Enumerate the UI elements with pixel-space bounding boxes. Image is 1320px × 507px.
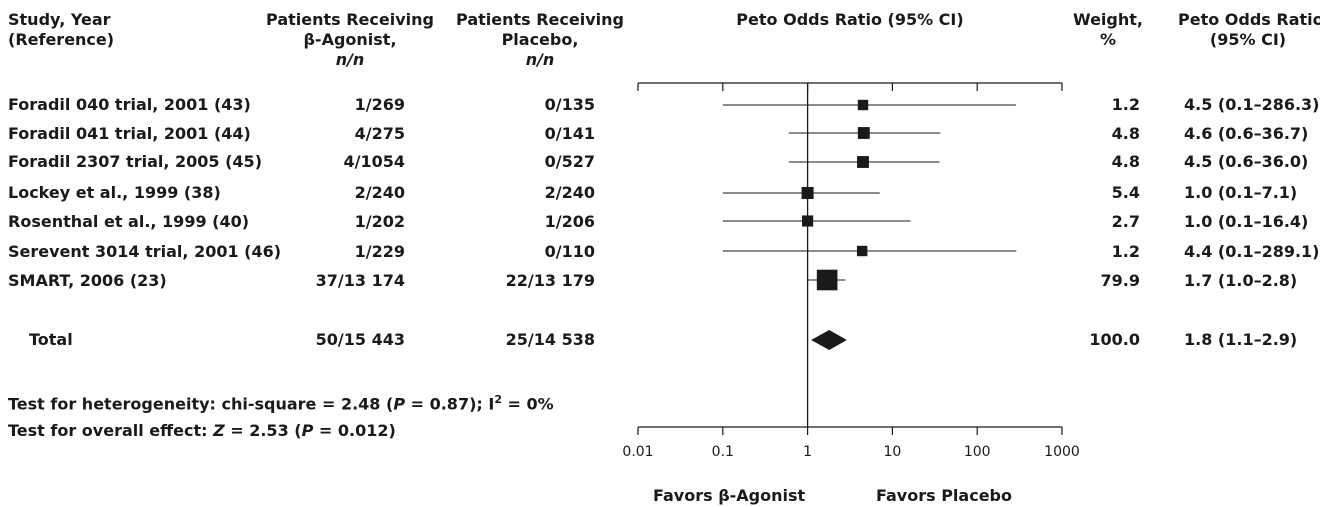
beta-count: 1/229 xyxy=(354,242,405,261)
weight-value: 79.9 xyxy=(1100,271,1140,290)
overall-effect-test: Test for overall effect: Z = 2.53 (P = 0… xyxy=(8,421,396,441)
header-weight-line2: % xyxy=(1099,30,1117,49)
placebo-count: 1/206 xyxy=(544,212,595,231)
study-name: Foradil 040 trial, 2001 (43) xyxy=(8,95,251,114)
placebo-count: 0/110 xyxy=(544,242,595,261)
header-placebo-line3: n/n xyxy=(525,50,555,69)
header-placebo: Patients Receiving Placebo, n/n xyxy=(450,10,630,70)
pooled-diamond xyxy=(811,330,847,350)
header-study-line2: (Reference) xyxy=(8,30,115,49)
heterogeneity-post: = 0% xyxy=(501,394,554,414)
total-placebo: 25/14 538 xyxy=(505,330,595,349)
total-weight: 100.0 xyxy=(1089,330,1140,349)
ci-value: 4.5 (0.6–36.0) xyxy=(1184,152,1309,171)
ci-value: 4.4 (0.1–289.1) xyxy=(1184,242,1320,261)
heterogeneity-pre: Test for heterogeneity: chi-square = 2.4… xyxy=(8,394,394,414)
study-point xyxy=(856,245,868,257)
total-beta: 50/15 443 xyxy=(315,330,405,349)
study-name: Foradil 041 trial, 2001 (44) xyxy=(8,124,251,143)
header-beta: Patients Receiving β-Agonist, n/n xyxy=(260,10,440,70)
placebo-count: 22/13 179 xyxy=(505,271,595,290)
placebo-count: 2/240 xyxy=(544,183,595,202)
header-placebo-line2: Placebo, xyxy=(501,30,579,49)
header-placebo-line1: Patients Receiving xyxy=(456,10,624,29)
header-study-line1: Study, Year xyxy=(8,10,111,29)
study-name: Lockey et al., 1999 (38) xyxy=(8,183,221,202)
weight-value: 1.2 xyxy=(1111,95,1140,114)
header-weight: Weight, % xyxy=(1068,10,1148,50)
beta-count: 4/275 xyxy=(354,124,405,143)
weight-value: 4.8 xyxy=(1111,124,1140,143)
ci-value: 4.5 (0.1–286.3) xyxy=(1184,95,1320,114)
beta-count: 37/13 174 xyxy=(315,271,405,290)
favors-placebo: Favors Placebo xyxy=(876,486,1012,505)
header-beta-line1: Patients Receiving xyxy=(266,10,434,29)
ci-value: 1.7 (1.0–2.8) xyxy=(1184,271,1298,290)
study-point xyxy=(801,186,814,200)
study-point xyxy=(816,269,838,291)
overall-pre: Test for overall effect: xyxy=(8,421,214,440)
study-point xyxy=(857,99,869,111)
heterogeneity-sup: 2 xyxy=(494,393,502,406)
total-ci: 1.8 (1.1–2.9) xyxy=(1184,330,1298,349)
overall-mid: = 2.53 ( xyxy=(224,421,302,440)
placebo-count: 0/141 xyxy=(544,124,595,143)
overall-p: P xyxy=(301,421,314,440)
beta-count: 2/240 xyxy=(354,183,405,202)
favors-beta-agonist: Favors β-Agonist xyxy=(653,486,806,505)
header-peto-col-line1: Peto Odds Ratio xyxy=(1178,10,1320,29)
beta-count: 4/1054 xyxy=(343,152,405,171)
header-study: Study, Year (Reference) xyxy=(8,10,114,50)
weight-value: 1.2 xyxy=(1111,242,1140,261)
x-tick-label: 0.01 xyxy=(622,444,653,460)
x-tick-label: 10 xyxy=(883,444,901,460)
weight-value: 4.8 xyxy=(1111,152,1140,171)
study-point xyxy=(857,127,870,139)
study-point xyxy=(802,215,814,227)
x-tick-label: 100 xyxy=(964,444,991,460)
x-tick-label: 0.1 xyxy=(712,444,734,460)
ci-value: 1.0 (0.1–7.1) xyxy=(1184,183,1298,202)
heterogeneity-test: Test for heterogeneity: chi-square = 2.4… xyxy=(8,390,554,414)
beta-count: 1/269 xyxy=(354,95,405,114)
study-name: Foradil 2307 trial, 2005 (45) xyxy=(8,152,262,171)
header-peto-col-line2: (95% CI) xyxy=(1209,30,1287,49)
header-peto-col: Peto Odds Ratio (95% CI) xyxy=(1178,10,1320,50)
study-name: SMART, 2006 (23) xyxy=(8,271,167,290)
study-name: Serevent 3014 trial, 2001 (46) xyxy=(8,242,282,261)
study-point xyxy=(857,156,869,168)
weight-value: 2.7 xyxy=(1111,212,1140,231)
x-tick-label: 1000 xyxy=(1044,444,1080,460)
x-tick-label: 1 xyxy=(803,444,812,460)
study-name: Rosenthal et al., 1999 (40) xyxy=(8,212,250,231)
total-label: Total xyxy=(29,330,73,349)
ci-value: 4.6 (0.6–36.7) xyxy=(1184,124,1309,143)
heterogeneity-mid: = 0.87); I xyxy=(405,394,495,414)
placebo-count: 0/135 xyxy=(544,95,595,114)
overall-post: = 0.012) xyxy=(313,421,396,440)
header-peto: Peto Odds Ratio (95% CI) xyxy=(736,10,964,29)
placebo-count: 0/527 xyxy=(544,152,595,171)
heterogeneity-p: P xyxy=(393,394,406,414)
ci-value: 1.0 (0.1–16.4) xyxy=(1184,212,1309,231)
beta-count: 1/202 xyxy=(354,212,405,231)
weight-value: 5.4 xyxy=(1111,183,1140,202)
overall-z: Z xyxy=(213,421,225,440)
header-beta-line2: β-Agonist, xyxy=(303,30,397,49)
header-weight-line1: Weight, xyxy=(1073,10,1143,29)
header-beta-line3: n/n xyxy=(335,50,365,69)
